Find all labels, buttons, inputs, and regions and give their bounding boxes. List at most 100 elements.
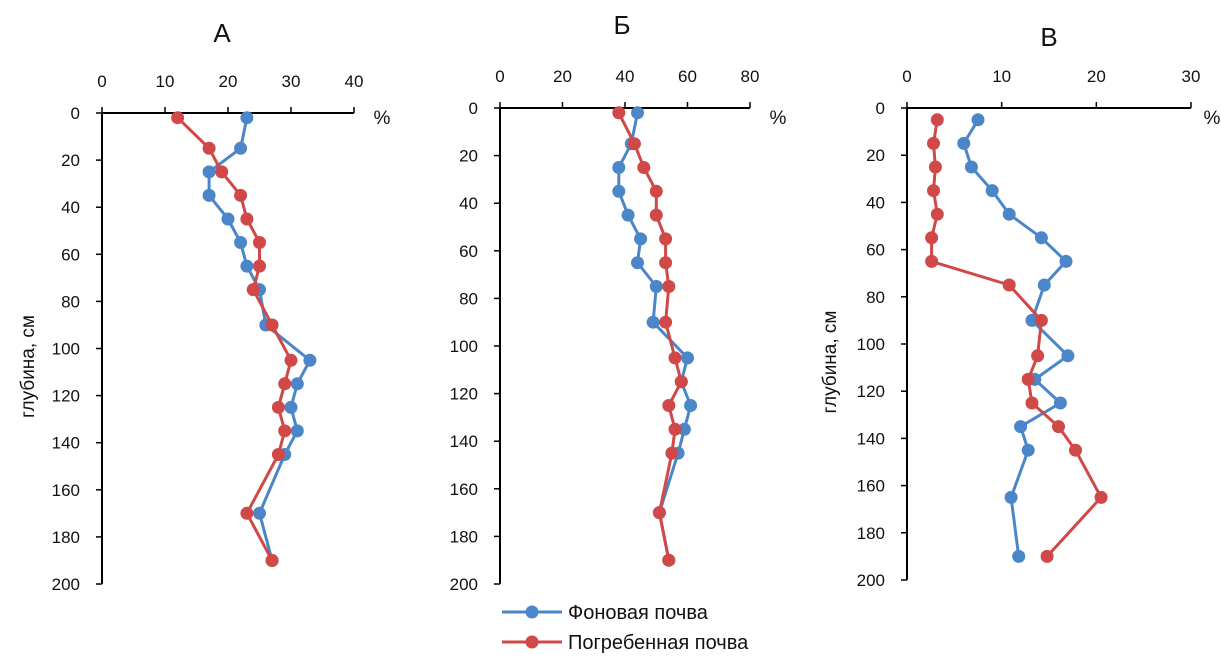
data-point: [985, 184, 999, 198]
data-point: [278, 424, 292, 438]
data-point: [171, 111, 185, 125]
x-tick-label: 0: [495, 67, 504, 86]
data-point: [1094, 490, 1108, 504]
data-point: [631, 106, 644, 120]
series-background-soil: [957, 113, 1075, 563]
data-point: [1002, 207, 1016, 221]
series-line: [962, 119, 1070, 557]
data-point: [1061, 349, 1075, 363]
panel-title: Б: [613, 10, 630, 40]
data-point: [1034, 313, 1048, 327]
legend-item: Фоновая почва: [502, 602, 709, 624]
series-line: [930, 119, 1103, 558]
data-point: [659, 256, 673, 270]
data-point: [271, 448, 285, 461]
panel-title: А: [213, 18, 231, 48]
data-point: [621, 208, 635, 222]
x-tick-label: 0: [97, 72, 106, 91]
y-tick-label: 0: [469, 99, 478, 118]
data-point: [240, 111, 254, 125]
data-point: [674, 375, 688, 389]
y-tick-label: 100: [52, 340, 80, 359]
data-point: [303, 353, 317, 367]
series-background-soil: [612, 106, 698, 567]
y-tick-label: 60: [61, 245, 80, 264]
y-tick-label: 40: [61, 198, 80, 217]
y-tick-label: 200: [857, 571, 885, 590]
data-point: [927, 184, 940, 198]
data-point: [1021, 372, 1035, 386]
data-point: [928, 160, 942, 174]
y-axis-title: глубина, см: [18, 315, 39, 418]
data-point: [1021, 443, 1035, 457]
y-tick-label: 0: [876, 99, 885, 118]
x-tick-label: 80: [741, 67, 760, 86]
legend: Фоновая почва Погребенная почва: [502, 602, 749, 654]
data-point: [631, 256, 644, 270]
data-point: [284, 400, 298, 414]
data-point: [202, 165, 216, 179]
data-point: [925, 231, 939, 245]
data-point: [1031, 349, 1045, 363]
x-tick-label: 10: [156, 72, 175, 91]
series-buried-soil: [612, 106, 688, 567]
chart-panel-3: В 0 10 20 30% 0 20 40 60 80 100 120 140 160 180 200 глуб…: [820, 22, 1221, 590]
data-point: [1012, 549, 1026, 563]
data-point: [637, 161, 651, 174]
data-point: [1002, 278, 1016, 292]
legend-marker: [525, 605, 539, 619]
y-tick-label: 0: [71, 104, 80, 123]
data-point: [665, 446, 679, 460]
series-background-soil: [202, 111, 317, 567]
data-point: [290, 377, 304, 391]
y-tick-label: 160: [52, 481, 80, 500]
data-point: [930, 207, 944, 221]
data-point: [930, 113, 944, 127]
y-tick-label: 120: [450, 385, 478, 404]
panel-title: В: [1040, 22, 1057, 52]
data-point: [246, 283, 260, 297]
chart-panel-1: А 0 10 20 30 40% 0 20 40 60 80 100 120 140 160 180 200 гл…: [18, 18, 391, 594]
data-point: [265, 554, 279, 567]
data-point: [1025, 313, 1039, 327]
series-line: [176, 116, 293, 562]
data-point: [253, 259, 266, 273]
x-tick-label: 40: [616, 67, 635, 86]
series-buried-soil: [171, 111, 298, 567]
data-point: [668, 351, 682, 365]
y-tick-label: 20: [866, 146, 885, 165]
data-point: [925, 254, 939, 268]
data-point: [927, 136, 940, 150]
x-unit-label: %: [1204, 108, 1221, 129]
data-point: [240, 506, 254, 520]
data-point: [253, 506, 266, 520]
y-tick-label: 40: [459, 194, 478, 213]
x-tick-label: 40: [345, 72, 364, 91]
x-tick-label: 0: [902, 67, 911, 86]
y-tick-label: 100: [450, 337, 478, 356]
data-point: [284, 353, 298, 367]
y-tick-label: 180: [52, 528, 80, 547]
y-tick-label: 80: [866, 288, 885, 307]
data-point: [1059, 254, 1073, 268]
data-point: [649, 280, 663, 293]
y-tick-label: 120: [857, 382, 885, 401]
data-point: [612, 161, 626, 174]
data-point: [684, 399, 698, 412]
y-tick-label: 60: [866, 241, 885, 260]
y-tick-label: 20: [459, 147, 478, 166]
y-tick-label: 80: [61, 292, 80, 311]
data-point: [1053, 396, 1067, 410]
data-point: [234, 141, 248, 155]
data-point: [659, 232, 673, 246]
y-tick-label: 20: [61, 151, 80, 170]
series-line: [617, 112, 683, 561]
data-point: [649, 184, 663, 198]
series-buried-soil: [925, 113, 1108, 563]
y-tick-label: 180: [857, 524, 885, 543]
data-point: [1069, 443, 1082, 457]
data-point: [1037, 278, 1051, 292]
x-tick-label: 30: [1182, 67, 1201, 86]
x-unit-label: %: [374, 108, 391, 129]
